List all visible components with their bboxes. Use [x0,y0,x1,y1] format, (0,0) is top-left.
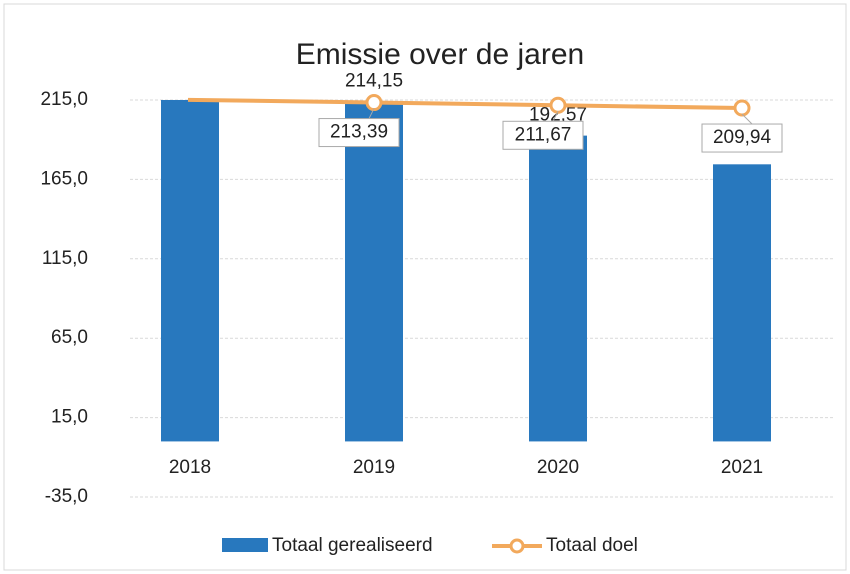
y-tick-label: 115,0 [42,248,88,269]
line-value-label: 213,39 [330,122,388,143]
label-box [502,120,584,150]
bar [161,100,219,442]
bar [713,164,771,442]
y-tick-label: 215,0 [40,89,88,110]
line-marker [733,99,751,117]
x-tick-label: 2019 [353,457,395,478]
label-leader [368,108,375,119]
label-box [701,123,783,153]
y-tick-label: 165,0 [40,168,88,189]
chart-frame [3,3,847,571]
legend-label: Totaal doel [546,535,638,556]
legend-marker [509,538,525,554]
y-tick-label: 15,0 [51,407,88,428]
bar-value-label: 214,15 [345,70,403,91]
chart-title: Emissie over de jaren [296,38,584,71]
y-tick-label: -35,0 [45,486,88,507]
x-tick-label: 2021 [721,457,763,478]
x-tick-label: 2018 [169,457,211,478]
line-marker [549,96,567,114]
x-tick-label: 2020 [537,457,579,478]
line-value-label: 211,67 [515,124,572,145]
line-marker [365,94,383,112]
label-leader [552,111,559,122]
legend-swatch [222,538,268,552]
line-value-label: 209,94 [713,127,772,148]
y-tick-label: 65,0 [51,327,88,348]
bar [345,101,403,442]
legend-label: Totaal gerealiseerd [272,535,433,556]
bar [529,135,587,442]
label-leader [741,113,753,125]
label-box [318,118,400,148]
bar-value-label: 192,57 [529,105,587,126]
line [187,97,743,111]
